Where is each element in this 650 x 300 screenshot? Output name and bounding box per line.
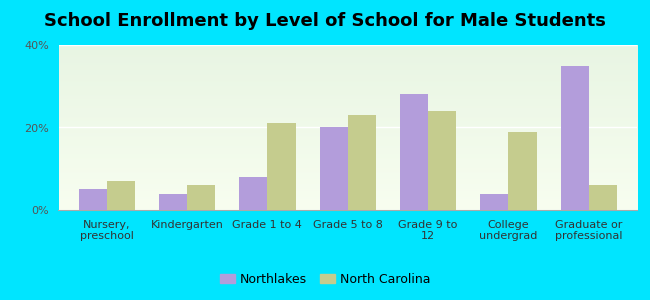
- Legend: Northlakes, North Carolina: Northlakes, North Carolina: [215, 268, 435, 291]
- Bar: [561, 66, 589, 210]
- Bar: [508, 132, 536, 210]
- Text: School Enrollment by Level of School for Male Students: School Enrollment by Level of School for…: [44, 12, 606, 30]
- Bar: [239, 177, 267, 210]
- Bar: [159, 194, 187, 210]
- Bar: [400, 94, 428, 210]
- Bar: [187, 185, 215, 210]
- Bar: [107, 181, 135, 210]
- Bar: [79, 189, 107, 210]
- Bar: [589, 185, 617, 210]
- Bar: [428, 111, 456, 210]
- Bar: [348, 115, 376, 210]
- Bar: [320, 128, 348, 210]
- Bar: [267, 123, 296, 210]
- Bar: [480, 194, 508, 210]
